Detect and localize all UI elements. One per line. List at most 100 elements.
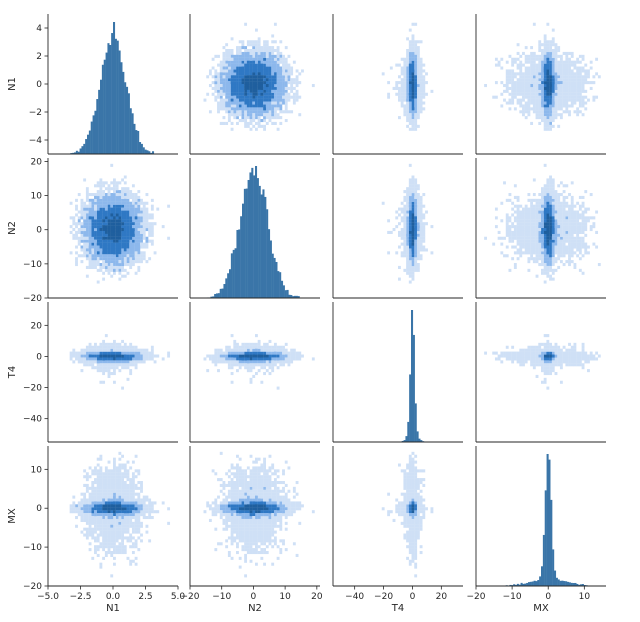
density-cell: [416, 184, 420, 188]
density-cell: [290, 354, 294, 358]
density-cell: [115, 510, 119, 514]
x-tick-label: 0.0: [106, 592, 121, 602]
density-cell: [532, 363, 536, 367]
density-cell: [129, 498, 133, 502]
density-cell: [140, 524, 143, 528]
density-cell: [551, 84, 555, 88]
density-cell: [524, 216, 528, 220]
density-cell: [549, 89, 552, 93]
density-cell: [126, 193, 130, 197]
density-cell: [411, 98, 415, 102]
hist-bar: [85, 139, 88, 154]
density-cell: [219, 95, 223, 99]
density-cell: [408, 228, 412, 232]
density-cell: [107, 263, 111, 267]
density-cell: [549, 66, 552, 70]
density-cell: [249, 478, 253, 482]
density-cell: [230, 60, 234, 64]
density-cell: [121, 521, 124, 525]
density-cell: [137, 228, 141, 232]
density-cell: [134, 530, 138, 534]
density-cell: [94, 210, 97, 214]
density-cell: [276, 75, 280, 79]
density-cell: [148, 504, 152, 508]
density-cell: [236, 104, 239, 108]
density-cell: [414, 57, 418, 61]
density-cell: [241, 46, 245, 50]
density-cell: [107, 245, 111, 249]
density-cell: [225, 357, 229, 361]
density-cell: [419, 225, 423, 229]
density-cell: [400, 201, 404, 205]
density-cell: [118, 230, 122, 234]
density-cell: [233, 107, 237, 111]
density-cell: [83, 501, 87, 505]
density-cell: [83, 498, 87, 502]
density-cell: [252, 54, 256, 58]
density-cell: [238, 354, 242, 358]
density-cell: [148, 513, 152, 517]
density-cell: [573, 86, 577, 90]
density-cell: [238, 40, 242, 44]
density-cell: [541, 116, 544, 120]
density-cell: [589, 228, 593, 232]
density-cell: [559, 113, 563, 117]
density-cell: [260, 95, 264, 99]
density-cell: [538, 75, 542, 79]
density-cell: [260, 69, 264, 73]
density-cell: [589, 225, 593, 229]
density-cell: [551, 222, 555, 226]
density-cell: [541, 49, 544, 53]
density-cell: [271, 366, 275, 370]
density-cell: [411, 225, 415, 229]
density-cell: [241, 360, 245, 364]
density-cell: [492, 95, 496, 99]
density-cell: [587, 357, 590, 361]
density-cell: [538, 201, 542, 205]
density-cell: [265, 521, 269, 525]
density-cell: [257, 101, 261, 105]
density-cell: [276, 86, 280, 90]
density-cell: [110, 492, 114, 496]
density-cell: [279, 57, 283, 61]
density-cell: [551, 260, 555, 264]
hist-bar: [290, 295, 293, 298]
density-cell: [549, 201, 552, 205]
density-cell: [102, 372, 106, 376]
y-tick-label: 20: [31, 157, 43, 167]
density-cell: [96, 475, 100, 479]
density-cell: [532, 98, 536, 102]
density-cell: [255, 127, 258, 131]
density-cell: [292, 95, 296, 99]
density-cell: [287, 69, 291, 73]
density-cell: [532, 260, 536, 264]
density-cell: [104, 193, 108, 197]
density-cell: [233, 363, 237, 367]
density-cell: [131, 472, 135, 476]
density-cell: [532, 89, 536, 93]
density-cell: [406, 230, 409, 234]
hist-bar: [277, 271, 280, 298]
density-cell: [554, 257, 558, 261]
density-cell: [570, 81, 574, 85]
density-cell: [102, 483, 106, 487]
density-cell: [230, 360, 234, 364]
density-cell: [99, 242, 103, 246]
density-cell: [578, 236, 582, 240]
density-cell: [244, 345, 248, 349]
density-cell: [126, 504, 130, 508]
density-cell: [573, 354, 577, 358]
density-cell: [123, 251, 127, 255]
density-cell: [276, 95, 280, 99]
density-cell: [554, 345, 558, 349]
density-cell: [543, 98, 547, 102]
density-cell: [530, 242, 534, 246]
density-cell: [568, 104, 571, 108]
density-cell: [129, 351, 133, 355]
density-cell: [589, 81, 593, 85]
density-cell: [83, 495, 87, 499]
density-cell: [516, 66, 520, 70]
density-cell: [255, 69, 258, 73]
density-cell: [400, 242, 404, 246]
density-cell: [406, 271, 409, 275]
